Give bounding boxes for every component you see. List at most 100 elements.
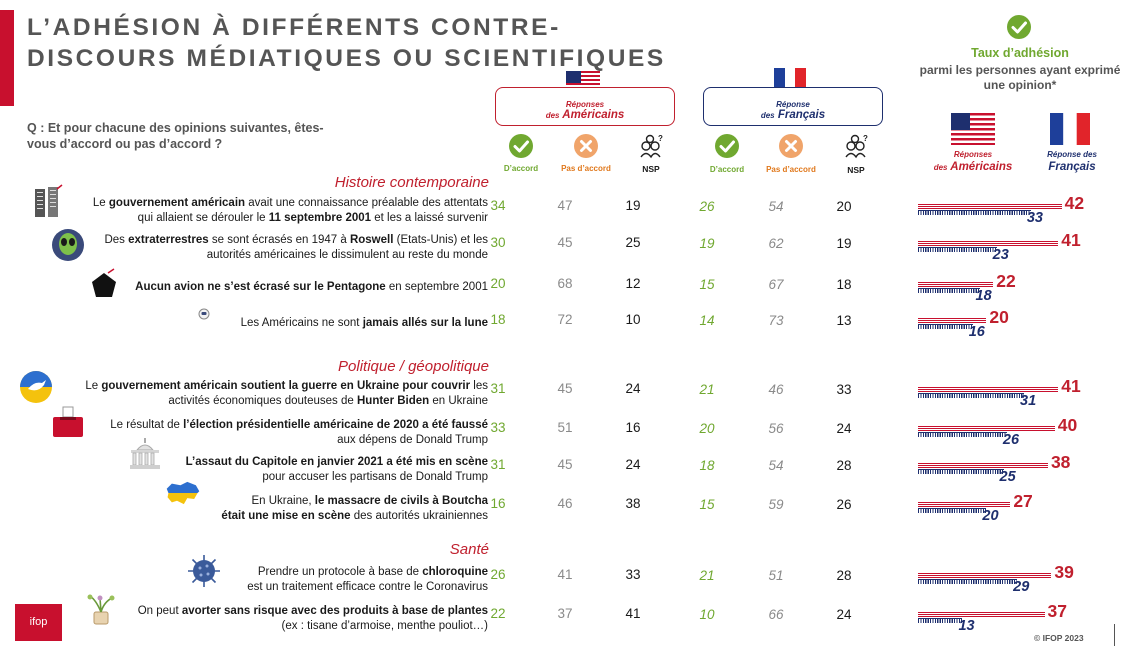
check-icon: [1007, 15, 1031, 39]
statement-line: On peut avorter sans risque avec des pro…: [8, 604, 488, 619]
copyright: © IFOP 2023: [1034, 633, 1084, 643]
us-adhesion-value: 39: [1054, 562, 1074, 582]
fr-disagree-value: 54: [768, 199, 784, 214]
fr-nsp-value: 20: [836, 199, 852, 214]
fr-agree-value: 21: [699, 568, 715, 583]
us-nsp-value: 16: [625, 420, 641, 435]
statement-fragment: Roswell: [349, 234, 394, 246]
statement-text: Les Américains ne sont jamais allés sur …: [8, 316, 488, 331]
pentagon-icon: [92, 268, 116, 297]
statement-fragment: On peut: [137, 605, 182, 617]
us-adhesion-bar: [918, 573, 1052, 578]
statement-text: Prendre un protocole à base de chloroqui…: [8, 565, 488, 594]
statement-line: autorités américaines le dissimulent au …: [8, 248, 488, 263]
fr-adhesion-value: 18: [975, 288, 992, 304]
statement-line: En Ukraine, le massacre de civils à Bout…: [8, 494, 488, 509]
section-health: Santé: [449, 541, 489, 558]
fr-adhesion-value: 23: [992, 247, 1009, 263]
us-agree-value: 31: [490, 457, 506, 472]
us-adhesion-value: 41: [1061, 230, 1081, 250]
fr-adhesion-bar: [918, 324, 973, 329]
statement-fragment: autorités américaines le dissimulent au …: [206, 248, 488, 261]
statement-fragment: pour accuser les partisans de Donald Tru…: [262, 470, 488, 483]
statement-line: (ex : tisane d’armoise, menthe pouliot…): [8, 619, 488, 634]
fr-nsp-value: 13: [836, 313, 852, 328]
us-nsp-value: 24: [625, 381, 641, 396]
us-adhesion-bar: [918, 241, 1059, 246]
fr-adhesion-value: 25: [999, 469, 1016, 485]
fr-adhesion-bar: [918, 247, 997, 252]
fr-nsp-value: 33: [836, 382, 852, 397]
rate-us-small: Réponses: [953, 150, 993, 159]
us-disagree-value: 47: [557, 198, 573, 213]
rate-fr-small: Réponse des: [1047, 150, 1097, 159]
us-disagree-value: 41: [557, 567, 573, 582]
statement-fragment: Les Américains ne sont: [240, 317, 363, 329]
moon-astronaut-icon: [188, 308, 214, 333]
herbs-icon: [87, 594, 115, 625]
fr-box-pre: des: [760, 111, 775, 120]
us-adhesion-bar: [918, 502, 1011, 507]
fr-nsp-value: 26: [836, 497, 852, 512]
fr-adhesion-value: 29: [1013, 579, 1030, 595]
fr-adhesion-bar: [918, 618, 963, 623]
fr-adhesion-value: 26: [1002, 432, 1020, 448]
fr-adhesion-bar: [918, 579, 1018, 584]
fr-nsp-value: 28: [836, 568, 852, 583]
us-disagree-value: 45: [557, 235, 573, 250]
rate-us-label: Réponses des Américains: [928, 150, 1018, 175]
statement-line: pour accuser les partisans de Donald Tru…: [8, 470, 488, 485]
page-title: L’ADHÉSION À DIFFÉRENTS CONTRE-DISCOURS …: [27, 14, 666, 72]
fr-adhesion-bar: [918, 432, 1007, 437]
us-agree-value: 33: [490, 420, 506, 435]
fr-agree-value: 20: [699, 421, 715, 436]
fr-box-label: Français: [777, 109, 826, 121]
us-agree-value: 16: [490, 496, 506, 511]
statement-line: Le gouvernement américain soutient la gu…: [8, 379, 488, 394]
us-adhesion-bar: [918, 426, 1055, 431]
us-agree-value: 30: [490, 235, 506, 250]
us-nsp-value: 38: [625, 496, 641, 511]
fr-adhesion-bar: [918, 288, 980, 293]
us-adhesion-value: 40: [1057, 415, 1078, 435]
statement-fragment: 11 septembre 2001: [268, 211, 372, 224]
us-nsp-value: 12: [625, 276, 641, 291]
us-disagree-value: 72: [557, 312, 573, 327]
fr-agree-value: 18: [699, 458, 715, 473]
us-flag-icon: [951, 113, 995, 145]
fr-adhesion-bar: [918, 508, 987, 513]
us-agree-value: 22: [490, 606, 506, 621]
statement-fragment: gouvernement américain: [108, 197, 246, 209]
statement-text: Le gouvernement américain avait une conn…: [8, 196, 488, 225]
fr-adhesion-bar: [918, 210, 1031, 215]
statement-fragment: l’élection présidentielle américaine de …: [183, 419, 488, 431]
rate-us-pre: des: [933, 163, 948, 172]
fr-adhesion-bar: [918, 393, 1025, 398]
us-agree-value: 31: [490, 381, 506, 396]
statement-line: Prendre un protocole à base de chloroqui…: [8, 565, 488, 580]
statement-fragment: était une mise en scène: [221, 509, 351, 522]
fr-nsp-value: 19: [836, 236, 852, 251]
us-adhesion-bar: [918, 318, 987, 323]
us-adhesion-bar: [918, 282, 994, 287]
us-disagree-value: 45: [557, 381, 573, 396]
fr-disagree-value: 59: [768, 497, 784, 512]
us-disagree-value: 68: [557, 276, 573, 291]
us-adhesion-value: 37: [1047, 601, 1067, 621]
fr-disagree-value: 62: [768, 236, 784, 251]
title-accent-bar: [0, 10, 14, 106]
ballot-box-icon: [53, 406, 83, 437]
statement-fragment: en septembre 2001: [385, 281, 488, 293]
statement-fragment: les: [470, 380, 488, 392]
statement-text: En Ukraine, le massacre de civils à Bout…: [8, 494, 488, 523]
col-disagree-fr: Pas d’accord: [766, 165, 816, 174]
statement-text: Des extraterrestres se sont écrasés en 1…: [8, 233, 488, 262]
us-agree-value: 20: [490, 276, 506, 291]
us-nsp-value: 24: [625, 457, 641, 472]
statement-fragment: En Ukraine,: [251, 495, 315, 507]
statement-line: Les Américains ne sont jamais allés sur …: [8, 316, 488, 331]
statement-fragment: (Etats-Unis) et les: [393, 234, 488, 246]
us-box-label: Américains: [562, 109, 625, 121]
alien-icon: [52, 229, 84, 261]
statement-line: L’assaut du Capitole en janvier 2021 a é…: [8, 455, 488, 470]
